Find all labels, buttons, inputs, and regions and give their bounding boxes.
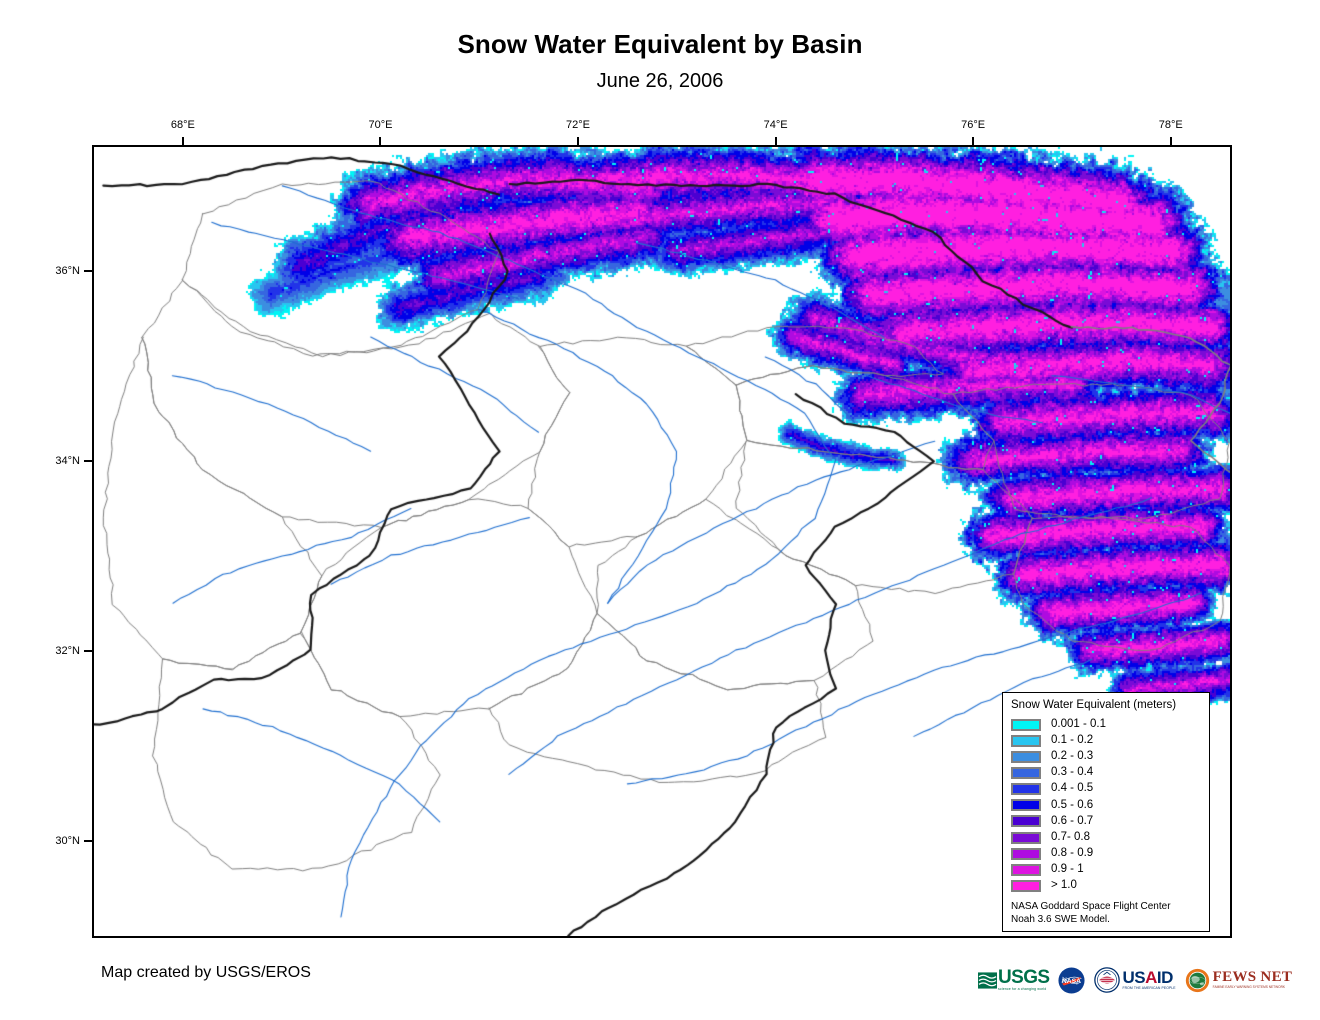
legend-row: 0.1 - 0.2	[1011, 733, 1201, 749]
legend-panel: Snow Water Equivalent (meters) 0.001 - 0…	[1002, 692, 1210, 932]
legend-label: 0.3 - 0.4	[1051, 766, 1094, 779]
legend-swatch	[1011, 831, 1041, 844]
lat-tick-label: 36°N	[55, 264, 80, 277]
lat-tick	[84, 839, 92, 842]
lon-tick-label: 78°E	[1158, 119, 1183, 131]
lon-tick-label: 72°E	[566, 119, 591, 131]
legend-row: > 1.0	[1011, 878, 1201, 894]
lon-tick	[577, 137, 580, 145]
legend-label: 0.1 - 0.2	[1051, 734, 1094, 747]
lon-tick	[181, 137, 184, 145]
usaid-logo: USAID FROM THE AMERICAN PEOPLE	[1094, 963, 1176, 997]
logo-strip: USGS science for a changing world NASA U…	[978, 962, 1292, 998]
legend-label: 0.2 - 0.3	[1051, 750, 1094, 763]
page-title: Snow Water Equivalent by Basin	[457, 29, 863, 59]
legend-source-note: NASA Goddard Space Flight Center Noah 3.…	[1011, 900, 1171, 925]
legend-label: > 1.0	[1051, 879, 1077, 892]
lon-tick	[774, 137, 777, 145]
legend-row: 0.6 - 0.7	[1011, 813, 1201, 829]
legend-row: 0.9 - 1	[1011, 862, 1201, 878]
legend-swatch	[1011, 751, 1041, 764]
legend-class-list: 0.001 - 0.1 0.1 - 0.2 0.2 - 0.3 0.3 - 0.4 0.…	[1011, 717, 1201, 894]
legend-label: 0.7- 0.8	[1051, 830, 1090, 843]
lat-tick	[84, 459, 92, 462]
legend-swatch	[1011, 847, 1041, 860]
nasa-logo: NASA	[1058, 963, 1086, 997]
usaid-seal-icon	[1094, 967, 1121, 993]
usgs-logo: USGS science for a changing world	[978, 963, 1050, 997]
legend-swatch	[1011, 863, 1041, 876]
usgs-wave-icon	[978, 971, 997, 989]
legend-row: 0.8 - 0.9	[1011, 846, 1201, 862]
lat-tick-label: 32°N	[55, 644, 80, 657]
legend-row: 0.2 - 0.3	[1011, 749, 1201, 765]
legend-label: 0.4 - 0.5	[1051, 782, 1094, 795]
lon-tick	[1169, 137, 1172, 145]
fews-net-logo: FEWS NET FAMINE EARLY WARNING SYSTEMS NE…	[1185, 963, 1293, 997]
legend-title: Snow Water Equivalent (meters)	[1011, 699, 1177, 711]
usaid-wordmark: USAID	[1122, 968, 1173, 988]
legend-label: 0.8 - 0.9	[1051, 846, 1094, 859]
legend-label: 0.6 - 0.7	[1051, 814, 1094, 827]
lon-tick-label: 68°E	[170, 119, 195, 131]
lon-tick-label: 76°E	[961, 119, 986, 131]
lat-tick-label: 34°N	[55, 454, 80, 467]
legend-row: 0.7- 0.8	[1011, 829, 1201, 845]
lon-tick	[972, 137, 975, 145]
legend-swatch	[1011, 718, 1041, 731]
map-subtitle: June 26, 2006	[596, 69, 724, 92]
usgs-wordmark: USGS	[998, 967, 1050, 989]
legend-swatch	[1011, 815, 1041, 828]
legend-row: 0.001 - 0.1	[1011, 717, 1201, 733]
fews-wordmark: FEWS NET	[1212, 969, 1293, 986]
usgs-tagline: science for a changing world	[998, 987, 1047, 992]
legend-label: 0.001 - 0.1	[1051, 718, 1106, 731]
svg-text:NASA: NASA	[1062, 977, 1081, 984]
lon-tick	[379, 137, 382, 145]
legend-swatch	[1011, 734, 1041, 747]
lon-tick-label: 70°E	[368, 119, 393, 131]
legend-row: 0.4 - 0.5	[1011, 781, 1201, 797]
legend-row: 0.5 - 0.6	[1011, 797, 1201, 813]
lat-tick-label: 30°N	[55, 834, 80, 847]
legend-swatch	[1011, 767, 1041, 780]
legend-label: 0.9 - 1	[1051, 862, 1084, 875]
legend-row: 0.3 - 0.4	[1011, 765, 1201, 781]
lat-tick	[84, 649, 92, 652]
lat-tick	[84, 269, 92, 272]
fews-globe-icon	[1185, 968, 1209, 992]
legend-swatch	[1011, 879, 1041, 892]
legend-swatch	[1011, 799, 1041, 812]
lon-tick-label: 74°E	[763, 119, 788, 131]
legend-label: 0.5 - 0.6	[1051, 798, 1094, 811]
usaid-tagline: FROM THE AMERICAN PEOPLE	[1122, 986, 1176, 991]
map-credit: Map created by USGS/EROS	[101, 964, 311, 981]
nasa-meatball-icon: NASA	[1058, 966, 1086, 994]
legend-swatch	[1011, 783, 1041, 796]
title-block: Snow Water Equivalent by Basin June 26, …	[0, 0, 1320, 92]
fews-tagline: FAMINE EARLY WARNING SYSTEMS NETWORK	[1212, 985, 1286, 990]
